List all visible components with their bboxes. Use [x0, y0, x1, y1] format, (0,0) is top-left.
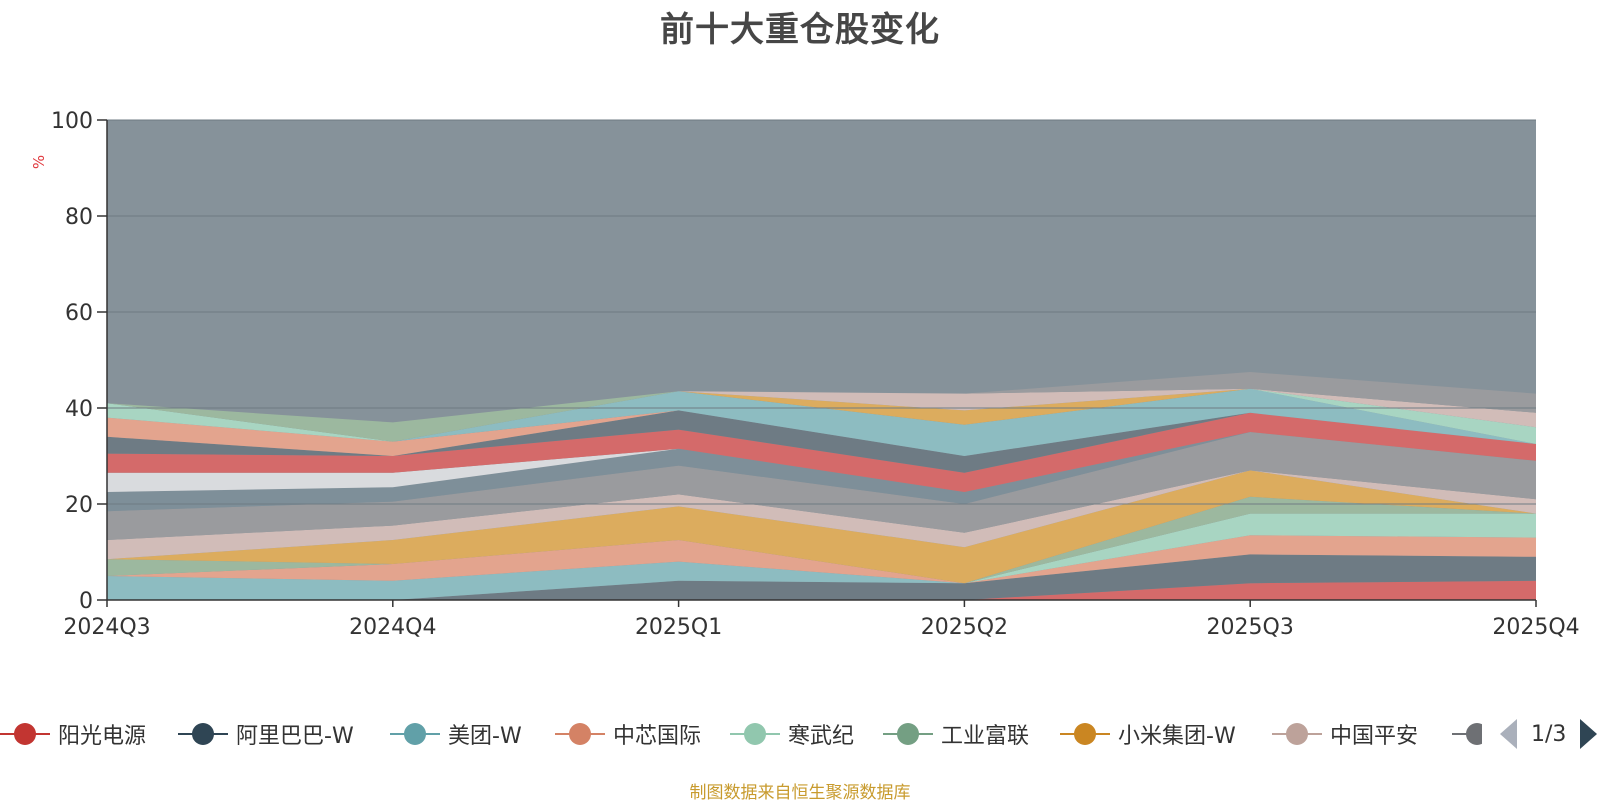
area-series-15[interactable]: [107, 388, 1536, 456]
area-series-1[interactable]: [107, 580, 1536, 600]
legend-marker-icon: [1272, 716, 1322, 752]
area-series-20[interactable]: [107, 372, 1536, 423]
y-axis-unit: %: [30, 155, 48, 169]
area-series-17[interactable]: [107, 388, 1536, 442]
area-series-13[interactable]: [107, 410, 1536, 473]
area-series-6[interactable]: [107, 496, 1536, 584]
area-series-5[interactable]: [107, 513, 1536, 584]
legend-marker-icon: [390, 716, 440, 752]
x-tick-label: 2024Q3: [63, 615, 150, 640]
legend-item[interactable]: 工业富联: [883, 716, 1029, 752]
y-tick-label: 20: [65, 493, 93, 518]
x-tick-label: 2024Q4: [349, 615, 436, 640]
legend-item[interactable]: 中芯国际: [555, 716, 701, 752]
legend-item[interactable]: 小米集团-W: [1060, 716, 1236, 752]
data-source-note: 制图数据来自恒生聚源数据库: [689, 783, 911, 803]
legend-page-indicator: 1/3: [1531, 721, 1567, 747]
legend-item[interactable]: 美团-W: [390, 716, 522, 752]
legend-item[interactable]: 阿里巴巴-W: [178, 716, 354, 752]
y-tick-label: 100: [51, 109, 93, 134]
legend-label: 中芯国际: [613, 724, 702, 749]
legend-marker-icon: [1452, 716, 1482, 752]
legend-marker-icon: [883, 716, 933, 752]
legend-label: 中国平安: [1330, 724, 1419, 749]
legend: 阳光电源 阿里巴巴-W 美团-W 中芯国际 寒武纪 工业富联 小米集团-W 中国平安: [0, 716, 1600, 754]
legend-item[interactable]: 阳光电源: [0, 716, 146, 752]
legend-item[interactable]: 中国平安: [1272, 716, 1418, 752]
legend-marker-icon: [0, 716, 50, 752]
legend-item[interactable]: 寒武纪: [730, 716, 854, 752]
legend-label: 阿里巴巴-W: [236, 724, 354, 749]
x-tick-label: 2025Q2: [921, 615, 1008, 640]
area-series-19[interactable]: [107, 388, 1536, 428]
area-series-11[interactable]: [107, 432, 1536, 492]
x-tick-label: 2025Q1: [635, 615, 722, 640]
y-tick-label: 60: [65, 301, 93, 326]
legend-pager: 1/3: [1500, 716, 1598, 752]
chart-title: 前十大重仓股变化: [660, 10, 940, 50]
area-series-8[interactable]: [107, 470, 1536, 560]
area-series-10[interactable]: [107, 432, 1536, 512]
area-series-9[interactable]: [107, 432, 1536, 540]
area-series-4[interactable]: [107, 535, 1536, 584]
axes: [97, 119, 1537, 607]
area-series-3[interactable]: [107, 554, 1536, 600]
legend-marker-icon: [555, 716, 605, 752]
gridlines: [107, 119, 1536, 505]
x-tick-label: 2025Q4: [1492, 615, 1579, 640]
legend-item[interactable]: [1452, 716, 1482, 752]
tick-labels: 0 20 40 60 80 100 2024Q3 2024Q4 2025Q1 2025Q2 2025…: [51, 109, 1580, 640]
legend-next-icon[interactable]: [1580, 719, 1598, 749]
legend-label: 寒武纪: [788, 724, 855, 749]
legend-label: 小米集团-W: [1118, 724, 1236, 749]
area-series-12[interactable]: [107, 412, 1536, 492]
y-tick-label: 40: [65, 397, 93, 422]
legend-marker-icon: [178, 716, 228, 752]
legend-marker-icon: [730, 716, 780, 752]
area-series-7[interactable]: [107, 470, 1536, 584]
legend-prev-icon[interactable]: [1500, 719, 1517, 749]
y-tick-label: 80: [65, 205, 93, 230]
area-layers: [107, 120, 1536, 600]
legend-label: 工业富联: [941, 724, 1030, 749]
area-series-2[interactable]: [107, 554, 1536, 600]
legend-label: 阳光电源: [58, 724, 147, 749]
legend-label: 美团-W: [448, 724, 522, 749]
y-tick-label: 0: [79, 589, 93, 614]
x-tick-label: 2025Q3: [1207, 615, 1294, 640]
legend-marker-icon: [1060, 716, 1110, 752]
